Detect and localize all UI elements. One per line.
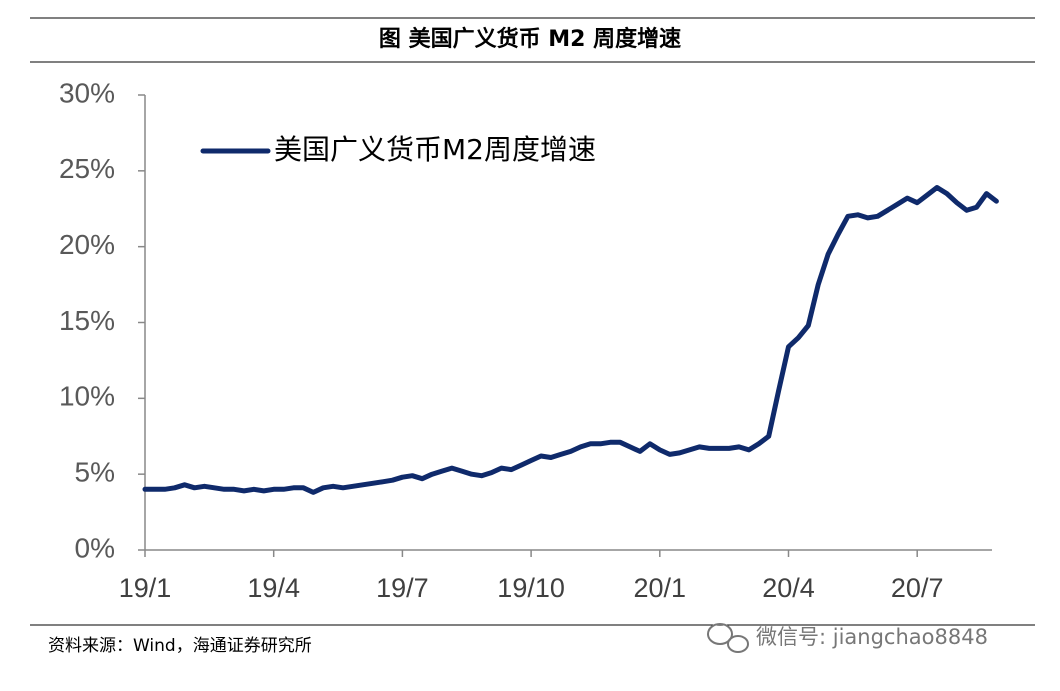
y-tick-label: 30% <box>59 77 115 108</box>
source-note: 资料来源：Wind，海通证券研究所 <box>48 636 312 656</box>
x-tick-label: 19/4 <box>247 573 300 603</box>
x-tick-label: 19/7 <box>376 573 429 603</box>
y-tick-label: 0% <box>75 532 115 563</box>
x-tick-label: 20/7 <box>891 573 944 603</box>
y-tick-label: 15% <box>59 305 115 336</box>
x-tick-label: 20/4 <box>762 573 815 603</box>
x-tick-label: 19/10 <box>497 573 565 603</box>
y-tick-label: 10% <box>59 381 115 412</box>
y-tick-label: 20% <box>59 229 115 260</box>
x-tick-label: 19/1 <box>119 573 172 603</box>
y-tick-label: 5% <box>75 457 115 488</box>
chart-title: 图 美国广义货币 M2 周度增速 <box>379 26 681 52</box>
legend-label: 美国广义货币M2周度增速 <box>274 133 596 166</box>
series-line <box>142 185 999 495</box>
y-tick-label: 25% <box>59 153 115 184</box>
watermark: 微信号: jiangchao8848 <box>756 625 988 649</box>
watermark-icon <box>707 623 749 653</box>
x-tick-label: 20/1 <box>634 573 687 603</box>
